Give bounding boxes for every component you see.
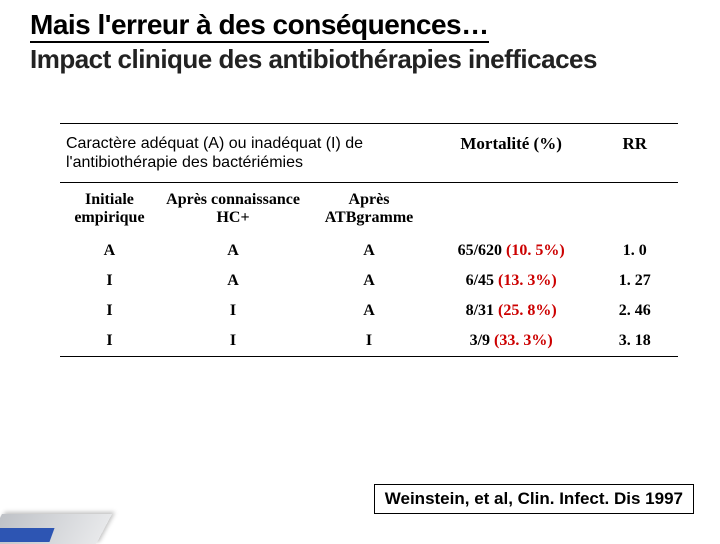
cell-atb: A (307, 266, 431, 296)
cell-rr: 1. 0 (591, 236, 678, 266)
col-hcplus: Après connaissance HC+ (159, 183, 307, 236)
table-row: AAA65/620 (10. 5%)1. 0 (60, 236, 678, 266)
col-initial: Initiale empirique (60, 183, 159, 236)
cell-mortality: 6/45 (13. 3%) (431, 266, 592, 296)
cell-atb: A (307, 296, 431, 326)
header-row-2: Initiale empirique Après connaissance HC… (60, 183, 678, 236)
cell-rr: 3. 18 (591, 326, 678, 357)
cell-atb: A (307, 236, 431, 266)
mortality-header: Mortalité (%) (431, 124, 592, 183)
cell-initial: A (60, 236, 159, 266)
cell-atb: I (307, 326, 431, 357)
table-row: IAA6/45 (13. 3%)1. 27 (60, 266, 678, 296)
header-row-1: Caractère adéquat (A) ou inadéquat (I) d… (60, 124, 678, 183)
adequacy-header: Caractère adéquat (A) ou inadéquat (I) d… (66, 134, 425, 172)
corner-decoration (0, 504, 120, 540)
cell-mortality: 8/31 (25. 8%) (431, 296, 592, 326)
table-row: III3/9 (33. 3%)3. 18 (60, 326, 678, 357)
title-block: Mais l'erreur à des conséquences… Impact… (0, 0, 720, 75)
cell-initial: I (60, 326, 159, 357)
cell-hcplus: I (159, 296, 307, 326)
citation: Weinstein, et al, Clin. Infect. Dis 1997 (374, 484, 694, 514)
cell-hcplus: I (159, 326, 307, 357)
title-line2: Impact clinique des antibiothérapies ine… (30, 45, 696, 75)
cell-initial: I (60, 266, 159, 296)
rr-header: RR (591, 124, 678, 183)
cell-mortality: 65/620 (10. 5%) (431, 236, 592, 266)
table-row: IIA8/31 (25. 8%)2. 46 (60, 296, 678, 326)
title-line1: Mais l'erreur à des conséquences… (30, 10, 489, 43)
cell-mortality: 3/9 (33. 3%) (431, 326, 592, 357)
data-table: Caractère adéquat (A) ou inadéquat (I) d… (60, 123, 678, 357)
cell-hcplus: A (159, 236, 307, 266)
cell-hcplus: A (159, 266, 307, 296)
cell-initial: I (60, 296, 159, 326)
col-atb: Après ATBgramme (307, 183, 431, 236)
cell-rr: 1. 27 (591, 266, 678, 296)
cell-rr: 2. 46 (591, 296, 678, 326)
